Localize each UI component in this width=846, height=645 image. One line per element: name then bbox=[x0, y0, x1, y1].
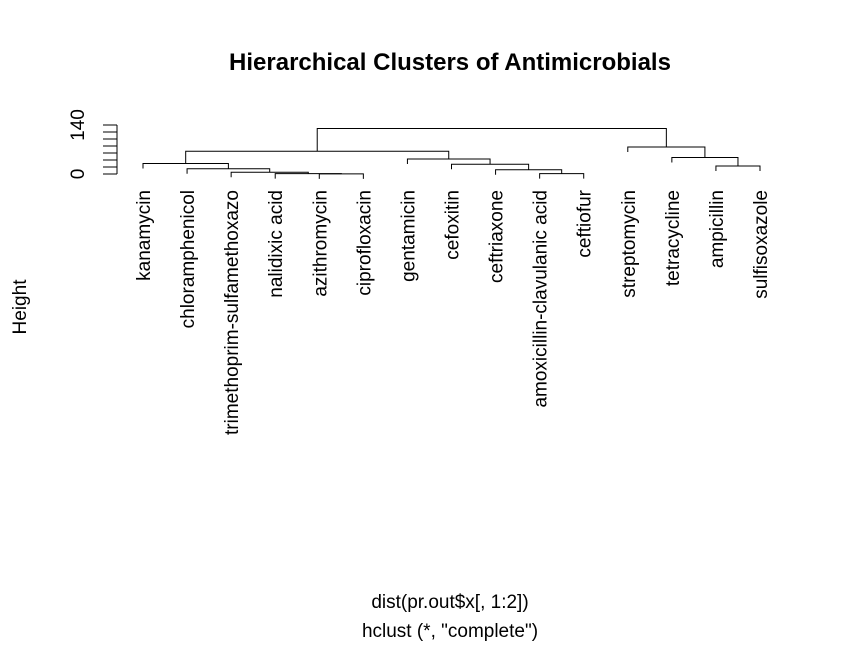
leaf-label: azithromycin bbox=[310, 190, 331, 297]
y-tick-label: 0 bbox=[68, 169, 89, 180]
leaf-label: ceftriaxone bbox=[487, 190, 508, 283]
leaf-label: chloramphenicol bbox=[178, 190, 199, 328]
leaf-label: ampicillin bbox=[707, 190, 728, 268]
y-axis-label: Height bbox=[10, 279, 31, 335]
leaf-label: trimethoprim-sulfamethoxazo bbox=[222, 190, 243, 435]
cluster-merge-2 bbox=[539, 173, 585, 179]
cluster-merge-1 bbox=[274, 173, 342, 179]
leaf-label: ciprofloxacin bbox=[354, 190, 375, 296]
leaf-label: tetracycline bbox=[663, 190, 684, 286]
leaf-label: cefoxitin bbox=[443, 190, 464, 260]
cluster-merge-7 bbox=[451, 163, 530, 170]
leaf-labels: kanamycin chloramphenicol trimethoprim-sul… bbox=[134, 189, 772, 435]
cluster-merge-0 bbox=[318, 173, 364, 179]
cluster-merge-5 bbox=[186, 168, 271, 174]
leaf-label: ceftiofur bbox=[575, 189, 596, 257]
y-axis: 0 140 bbox=[68, 109, 118, 180]
cluster-merge-6 bbox=[715, 165, 761, 171]
cluster-merge-13 bbox=[316, 128, 667, 152]
cluster-merge-12 bbox=[627, 146, 706, 158]
cluster-merge-3 bbox=[230, 171, 309, 178]
leaf-label: gentamicin bbox=[398, 190, 419, 282]
cluster-merge-8 bbox=[142, 163, 229, 169]
leaf-label: kanamycin bbox=[134, 190, 155, 281]
method-subtitle: hclust (*, "complete") bbox=[362, 621, 538, 642]
leaf-label: sulfisoxazole bbox=[751, 190, 772, 299]
chart-title: Hierarchical Clusters of Antimicrobials bbox=[229, 49, 671, 76]
x-axis-label: dist(pr.out$x[, 1:2]) bbox=[371, 592, 528, 613]
cluster-merge-11 bbox=[185, 150, 450, 164]
dendrogram-tree bbox=[142, 128, 761, 179]
leaf-label: nalidixic acid bbox=[266, 190, 287, 298]
cluster-merge-9 bbox=[406, 158, 491, 165]
y-tick-label: 140 bbox=[68, 109, 89, 141]
cluster-merge-10 bbox=[671, 157, 739, 166]
leaf-label: amoxicillin-clavulanic acid bbox=[531, 190, 552, 408]
leaf-label: streptomycin bbox=[619, 190, 640, 298]
